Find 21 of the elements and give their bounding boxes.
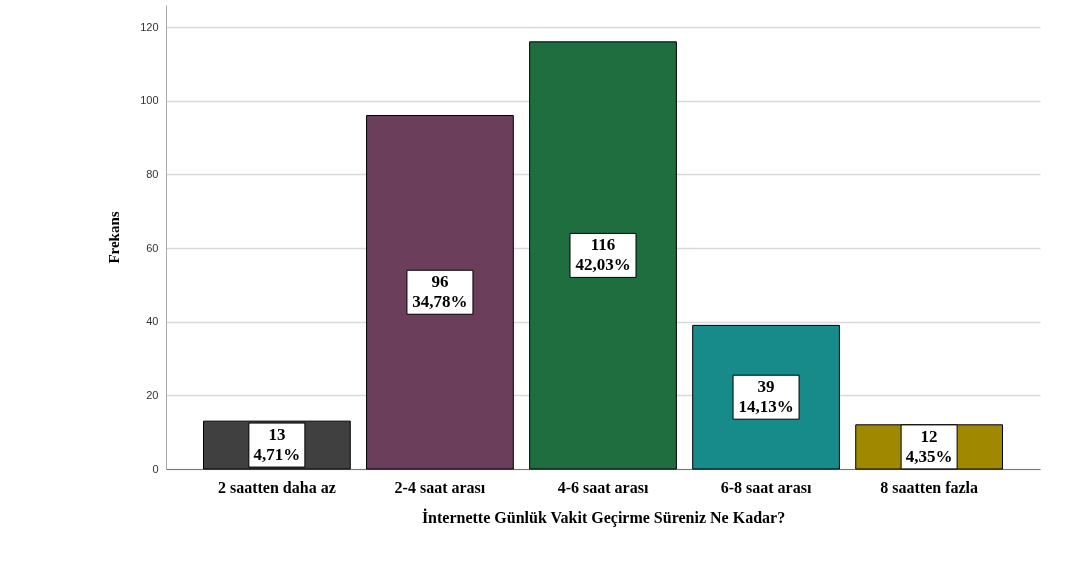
x-tick-label: 8 saatten fazla: [880, 478, 978, 496]
data-label: 116 42,03%: [575, 235, 631, 275]
x-tick-label: 2 saatten daha az: [217, 478, 336, 496]
y-tick-label: 20: [146, 388, 159, 401]
data-label: 96 34,78%: [412, 272, 468, 312]
y-axis-title: Frekans: [106, 211, 123, 264]
x-tick-label: 4-6 saat arası: [557, 478, 649, 496]
x-axis-title: İnternette Günlük Vakit Geçirme Süreniz Ne Kadar?: [421, 507, 786, 527]
y-tick-label: 40: [146, 315, 159, 328]
y-tick-label: 60: [146, 241, 159, 254]
y-tick-label: 0: [152, 462, 159, 475]
x-tick-label: 2-4 saat arası: [394, 478, 486, 496]
data-label: 12 4,35%: [905, 426, 953, 466]
x-tick-label: 6-8 saat arası: [720, 478, 812, 496]
y-tick-label: 100: [140, 94, 159, 107]
data-label: 39 14,13%: [738, 377, 794, 417]
y-tick-label: 80: [146, 167, 159, 180]
bar: [366, 114, 514, 470]
bar: [529, 41, 677, 470]
data-label: 13 4,71%: [253, 425, 301, 465]
y-tick-label: 120: [140, 20, 159, 33]
